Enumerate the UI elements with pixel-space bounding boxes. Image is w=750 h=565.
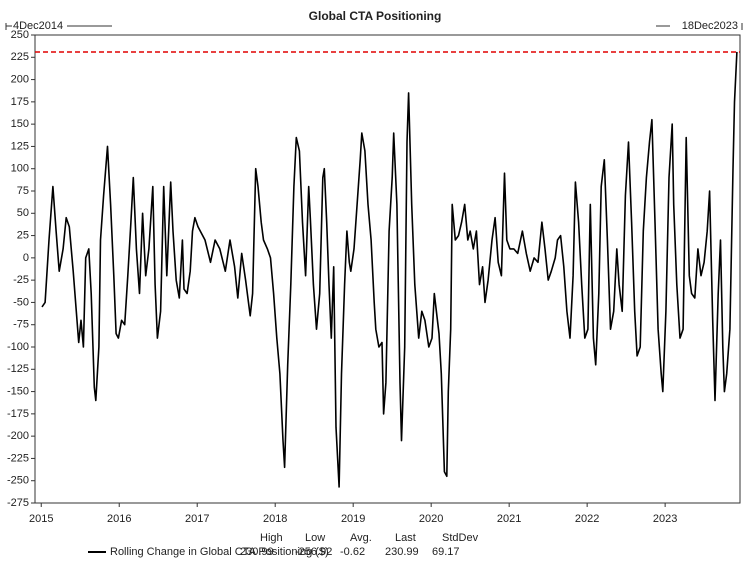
y-tick-label: -275 <box>7 497 29 509</box>
y-tick-label: -125 <box>7 363 29 375</box>
legend-label: Rolling Change in Global CTA Positioning… <box>110 546 329 558</box>
stat-value: -256.92 <box>295 546 332 558</box>
x-tick-label: 2021 <box>497 513 521 525</box>
plot-frame <box>34 34 741 504</box>
stat-label: High <box>260 532 283 544</box>
x-tick-label: 2016 <box>107 513 131 525</box>
start-date: 4Dec2014 <box>13 20 63 32</box>
stat-label: StdDev <box>442 532 479 544</box>
y-tick-label: -200 <box>7 430 29 442</box>
x-tick-label: 2023 <box>653 513 677 525</box>
stat-value: 230.99 <box>240 546 274 558</box>
x-tick-label: 2015 <box>29 513 53 525</box>
stat-label: Last <box>395 532 416 544</box>
y-tick-label: -75 <box>13 319 29 331</box>
y-tick-label: -100 <box>7 341 29 353</box>
y-tick-label: -250 <box>7 475 29 487</box>
x-tick-label: 2020 <box>419 513 443 525</box>
y-tick-label: -225 <box>7 452 29 464</box>
stat-value: -0.62 <box>340 546 365 558</box>
series-line <box>41 51 738 488</box>
y-tick-label: 200 <box>11 73 29 85</box>
stat-value: 230.99 <box>385 546 419 558</box>
stat-value: 69.17 <box>432 546 460 558</box>
x-tick-label: 2022 <box>575 513 599 525</box>
end-date: 18Dec2023 <box>682 20 738 32</box>
y-tick-label: -25 <box>13 274 29 286</box>
y-tick-label: 125 <box>11 140 29 152</box>
x-tick-label: 2019 <box>341 513 365 525</box>
stat-label: Avg. <box>350 532 372 544</box>
y-tick-label: 25 <box>17 229 29 241</box>
y-tick-label: 0 <box>23 252 29 264</box>
x-tick-label: 2017 <box>185 513 209 525</box>
y-tick-label: -50 <box>13 296 29 308</box>
y-tick-label: -175 <box>7 408 29 420</box>
y-tick-label: 100 <box>11 163 29 175</box>
y-tick-label: 50 <box>17 207 29 219</box>
y-tick-label: 75 <box>17 185 29 197</box>
y-tick-label: 225 <box>11 51 29 63</box>
x-tick-label: 2018 <box>263 513 287 525</box>
y-tick-label: -150 <box>7 385 29 397</box>
chart-title: Global CTA Positioning <box>309 9 442 23</box>
y-tick-label: 175 <box>11 96 29 108</box>
y-tick-label: 250 <box>11 29 29 41</box>
stat-label: Low <box>305 532 325 544</box>
y-tick-label: 150 <box>11 118 29 130</box>
